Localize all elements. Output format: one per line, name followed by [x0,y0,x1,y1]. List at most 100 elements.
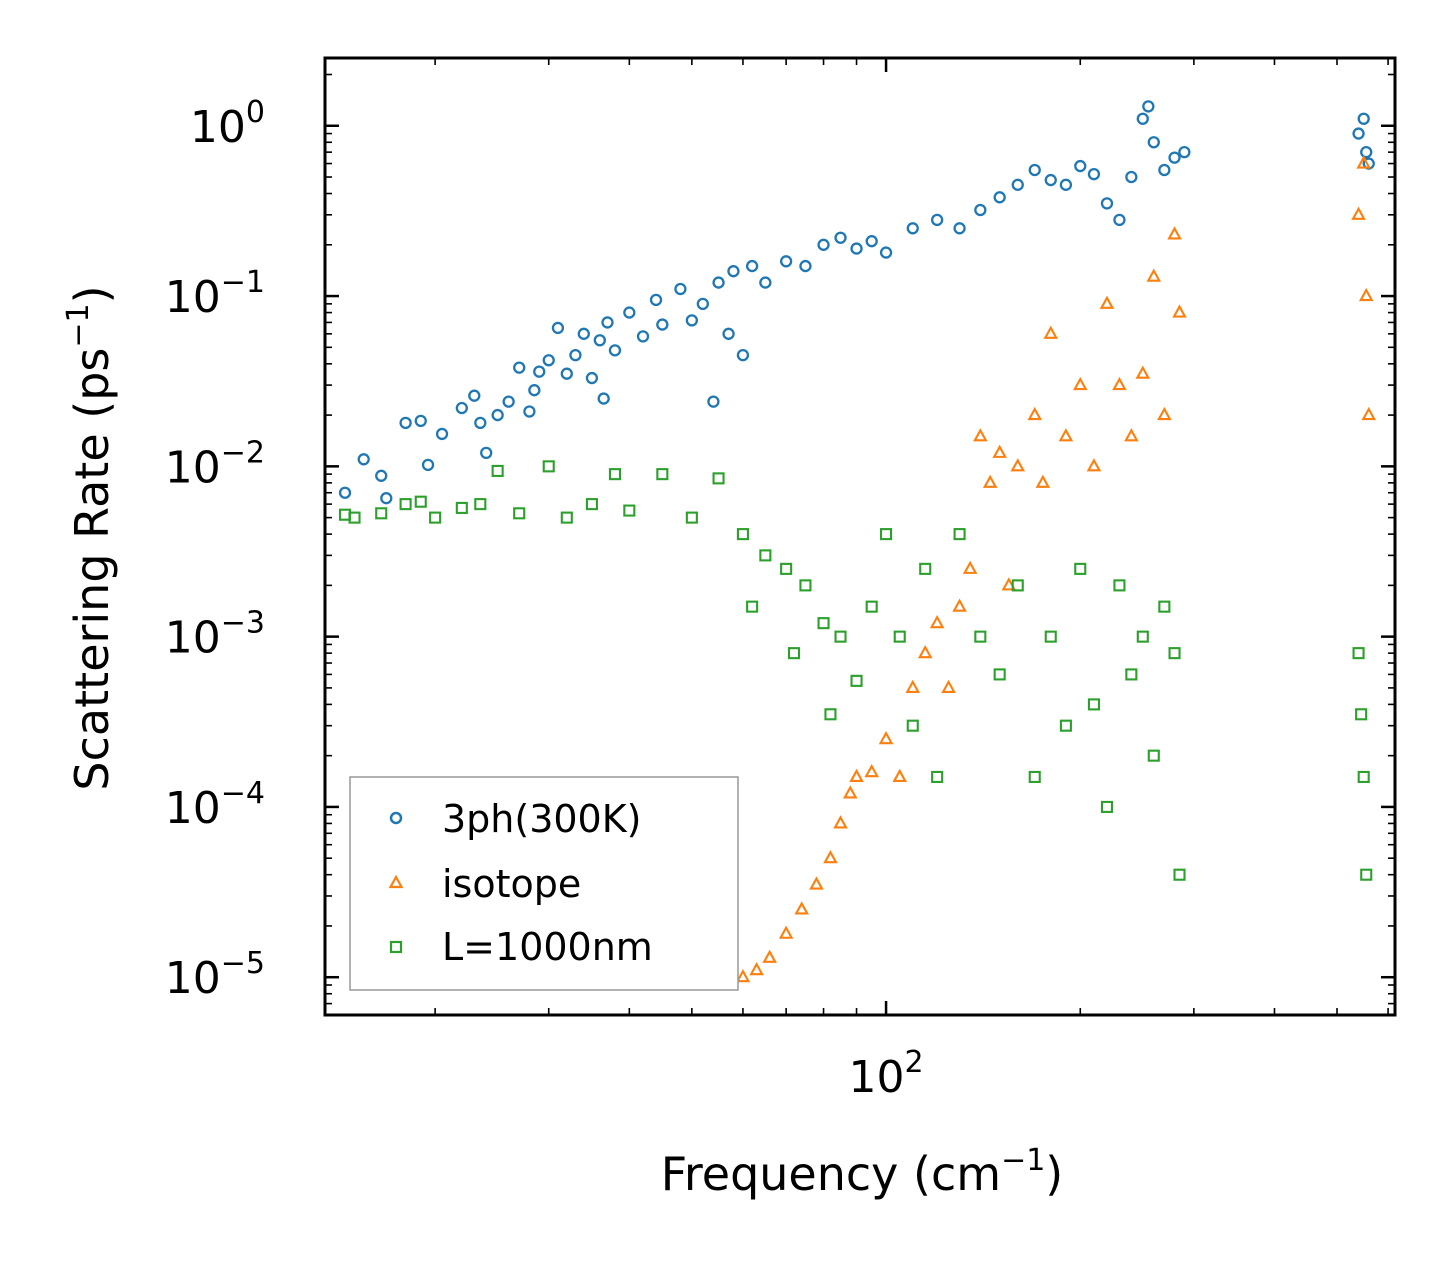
data-point [414,495,427,508]
data-point [707,395,720,408]
data-point [1113,579,1126,592]
y-axis-label: Scattering Rate (ps−1) [61,285,119,790]
data-point [1010,458,1026,472]
data-point [491,464,504,477]
data-point [1086,458,1102,472]
data-point [1074,159,1087,173]
data-point [656,318,669,331]
y-tick-label: 10−2 [165,435,265,493]
data-point [746,600,759,613]
data-point [1044,630,1057,643]
data-point [597,392,610,405]
data-point [1011,579,1024,592]
data-point [1124,428,1139,442]
data-point [357,453,370,466]
data-point [375,507,388,520]
legend-box [349,776,739,991]
data-point [636,330,650,343]
data-point [1167,226,1182,240]
data-point [338,486,352,499]
data-point [974,630,987,643]
data-point [577,327,590,340]
data-point [1142,100,1155,113]
data-point [608,344,622,357]
data-point [745,259,759,273]
data-point [414,414,427,428]
legend-marker-3ph [389,811,403,825]
data-point [736,348,750,362]
y-tick-label: 10−1 [165,265,265,323]
data-point [1172,304,1187,318]
data-point [973,428,988,442]
data-point [1100,197,1114,210]
data-points [338,100,1377,983]
data-point [348,511,361,524]
data-point [850,674,863,687]
data-point [608,468,622,481]
data-point [842,785,858,799]
data-point [1158,600,1171,613]
data-point [1059,178,1073,191]
y-tick-label: 10−4 [165,776,265,834]
data-point [474,416,487,430]
axis-ticks [325,58,1395,1016]
data-point [649,293,663,307]
data-point [919,562,932,575]
data-point [1361,406,1377,421]
data-point [533,365,546,378]
data-point [727,265,740,278]
data-point [735,969,751,983]
data-point [953,222,966,235]
data-point [905,679,921,693]
data-point [1059,719,1072,732]
data-point [1135,365,1151,379]
data-point [1360,868,1373,881]
data-point [1087,167,1101,181]
data-point [560,367,573,380]
data-point [474,498,487,511]
data-point [722,327,735,340]
data-point [480,446,493,460]
data-point [1136,630,1149,643]
data-point [865,600,878,613]
data-point [455,401,468,415]
data-point [1355,708,1368,721]
legend: 3ph(300K) isotope L=1000nm [349,776,739,991]
data-point [878,730,894,745]
data-point [1158,163,1171,177]
data-point [585,371,599,385]
data-point [893,630,906,643]
data-point [749,961,764,976]
data-point [1125,668,1138,681]
data-point [879,246,893,259]
data-point [685,314,699,327]
data-point [685,511,698,524]
data-point [952,598,967,612]
data-point [712,276,725,289]
x-tick-label: 102 [849,1045,924,1103]
data-point [850,242,863,255]
series-2 [338,460,1373,881]
data-point [834,630,847,643]
data-point [1178,145,1191,159]
data-point [1360,145,1373,159]
data-point [656,468,669,481]
data-point [1357,770,1370,783]
data-point [993,191,1006,204]
data-point [421,458,435,472]
data-point [1043,325,1059,339]
data-point [1147,749,1160,762]
y-tick-label: 10−5 [165,946,265,1004]
data-point [429,511,442,524]
data-point [929,614,945,629]
data-point [712,472,725,485]
data-point [1173,868,1186,881]
x-axis-label: Frequency (cm−1) [661,1143,1064,1201]
tick-labels: 100 10−1 10−2 10−3 10−4 10−5 102 [165,95,924,1103]
legend-marker-L1000nm [389,940,403,954]
data-point [585,498,598,511]
data-point [982,474,998,488]
data-point [993,668,1006,681]
data-point [906,719,919,732]
